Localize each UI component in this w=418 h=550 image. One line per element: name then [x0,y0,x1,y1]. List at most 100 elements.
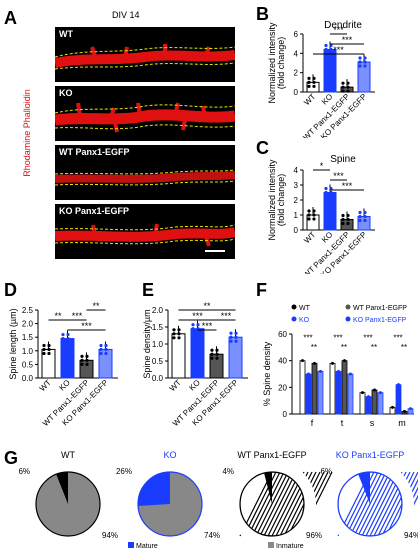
pie-hatch [361,471,395,537]
legend-marker [345,316,351,322]
data-point [324,51,328,56]
data-point [341,85,345,89]
data-point [85,354,89,358]
data-point [337,369,340,373]
data-point [301,359,304,363]
sig-mark: ** [203,301,211,311]
pie-hatch [365,471,399,537]
pie-hatch [263,471,297,537]
data-point [104,351,108,356]
data-point [379,391,382,395]
data-point [329,190,333,195]
data-point [234,335,238,339]
y-tick-label: 1.5 [22,333,34,342]
pie-hatch [349,471,383,537]
data-point [104,343,108,348]
data-point [324,47,328,52]
y-tick-label: 3 [294,181,299,190]
data-point [196,323,200,327]
pie-hatch [357,471,391,537]
bar [347,373,354,415]
y-tick-label: 1.5 [152,323,164,332]
bar [335,370,342,415]
bar [357,216,371,231]
pie-mature-slice [264,472,272,504]
y-tick-label: 2 [294,69,299,78]
y-axis-label: % Spine density [262,341,272,406]
data-point [66,336,70,341]
data-point [307,372,310,376]
x-tick-label: WT [168,378,183,393]
y-tick-label: 40 [278,357,287,366]
sig-mark: ** [54,311,62,321]
data-point [307,84,311,88]
data-point [177,336,181,340]
legend-label: WT [299,305,311,312]
data-point [191,327,195,331]
data-point [373,388,376,392]
panel-a-title: DIV 14 [112,10,140,20]
data-point [346,221,350,226]
y-tick-label: 6 [294,30,299,39]
y-tick-label: 0 [294,88,299,97]
legend-marker [291,316,297,322]
y-axis-label: Normalized intensity [267,159,277,241]
data-point [363,64,367,68]
data-point [367,395,370,399]
chart-title: Spine [330,154,356,165]
data-point [363,56,367,60]
data-point [312,217,316,221]
pie-title: WT Panx1-EGFP [237,450,306,460]
bar [371,389,378,415]
sig-mark: ** [92,301,100,311]
data-point [99,351,103,356]
legend-label: KO Panx1-EGFP [353,317,407,324]
bar [395,384,402,415]
data-point [42,347,46,352]
sig-mark: *** [333,171,344,181]
y-tick-label: 0 [294,226,299,235]
y-axis-label: (fold change) [276,37,286,90]
data-point [363,60,367,64]
pie-mature-pct: 4% [222,467,234,476]
bar [306,214,320,231]
data-point [358,56,362,60]
pie-mature-pct: 26% [116,467,132,476]
data-point [172,332,176,336]
data-point [80,354,84,358]
data-point [215,352,219,356]
y-tick-label: 0.5 [22,360,34,369]
legend-label: KO [299,317,310,324]
y-axis-label: (fold change) [276,174,286,227]
data-point [312,80,316,84]
data-point [363,214,367,219]
bar [228,336,243,379]
data-point [66,340,70,345]
data-point [329,47,333,52]
data-point [349,372,352,376]
data-point [329,51,333,56]
sig-mark: *** [393,334,402,343]
data-point [177,332,181,336]
data-point [172,336,176,340]
sig-mark: *** [333,334,342,343]
pie-mature-slice [56,472,68,504]
data-point [191,323,195,327]
dendrite-wt-panx1 [55,169,235,186]
y-tick-label: 4 [294,49,299,58]
data-point [42,343,46,348]
y-axis-label: Spine length (µm) [8,308,18,379]
bar [60,338,75,379]
bar [377,392,384,415]
data-point [85,358,89,362]
data-point [324,194,328,199]
pie-immature-pct: 74% [204,531,220,540]
bar [190,328,205,379]
sig-mark: *** [342,181,353,191]
pie-hatch [381,471,415,537]
data-point [358,64,362,68]
sig-mark: *** [202,321,213,331]
data-point [331,361,334,365]
y-tick-label: 60 [278,330,287,339]
